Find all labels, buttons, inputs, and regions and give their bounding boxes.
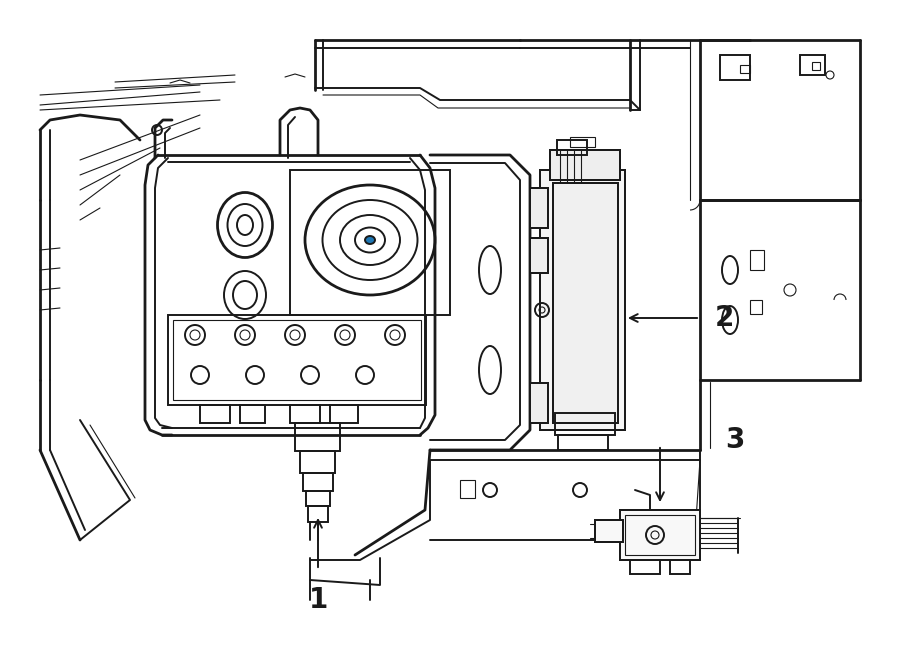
Bar (557, 140, 587, 155)
Bar (595, 520, 623, 542)
Bar (740, 65, 750, 73)
Bar (330, 405, 358, 423)
Bar (530, 383, 548, 423)
Bar (290, 405, 320, 423)
Text: 1: 1 (309, 586, 328, 614)
Bar (553, 183, 618, 423)
Bar (550, 150, 620, 180)
Bar (540, 170, 625, 430)
Text: 2: 2 (715, 304, 734, 332)
Bar (240, 405, 265, 423)
Bar (555, 413, 615, 435)
Bar (290, 170, 450, 315)
Bar (570, 137, 595, 147)
Bar (173, 320, 421, 400)
Bar (595, 520, 623, 542)
Bar (800, 55, 825, 75)
Bar (530, 238, 548, 273)
Ellipse shape (365, 236, 375, 244)
Bar (530, 188, 548, 228)
Bar (620, 510, 700, 560)
Bar (295, 423, 340, 451)
Bar (630, 560, 660, 574)
Bar (558, 435, 608, 450)
Bar (308, 506, 328, 522)
Bar (460, 480, 475, 498)
Text: 3: 3 (725, 426, 744, 454)
Bar (750, 250, 764, 270)
Bar (625, 515, 695, 555)
Bar (550, 150, 620, 180)
Bar (303, 473, 333, 491)
Bar (812, 62, 820, 70)
Bar (670, 560, 690, 574)
Bar (300, 451, 335, 473)
Bar (306, 491, 330, 506)
Bar (540, 170, 625, 430)
Bar (750, 300, 762, 314)
Bar (168, 315, 426, 405)
Bar (553, 183, 618, 423)
Bar (720, 55, 750, 80)
Bar (620, 510, 700, 560)
Bar (530, 238, 548, 273)
Bar (200, 405, 230, 423)
Bar (530, 188, 548, 228)
Bar (530, 383, 548, 423)
